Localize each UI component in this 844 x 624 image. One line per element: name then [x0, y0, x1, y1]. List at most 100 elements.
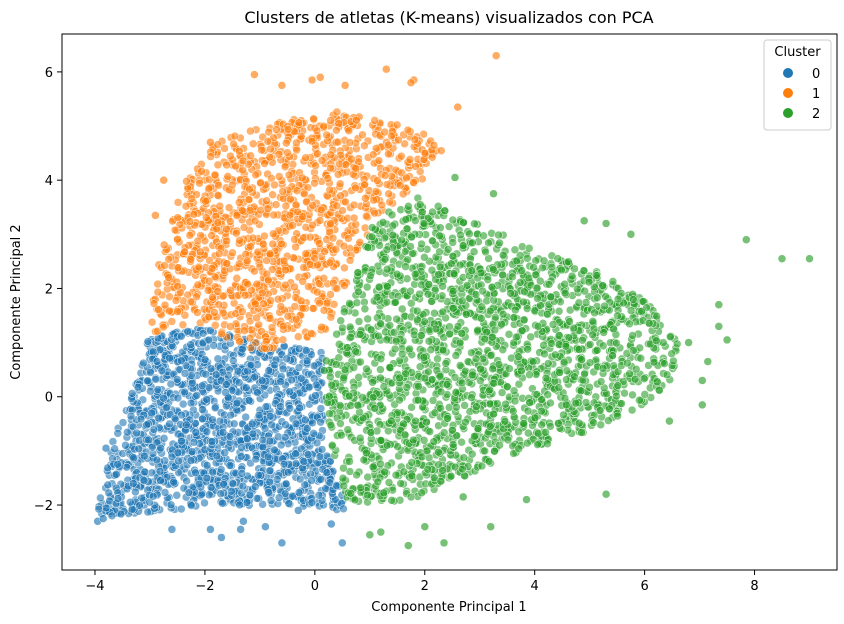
data-point: [316, 404, 326, 413]
data-point: [443, 245, 453, 254]
data-point: [215, 416, 225, 426]
data-point: [559, 410, 568, 420]
data-point: [292, 186, 302, 195]
data-point: [382, 245, 392, 254]
data-point: [200, 355, 210, 364]
data-point: [581, 398, 591, 407]
data-point: [382, 64, 391, 74]
data-point: [197, 167, 206, 176]
data-point: [406, 492, 416, 502]
data-point: [192, 391, 201, 400]
data-point: [546, 292, 556, 302]
data-point: [428, 396, 438, 405]
data-point: [177, 436, 186, 446]
data-point: [251, 454, 261, 464]
data-point: [148, 347, 158, 357]
data-point: [200, 498, 209, 508]
data-point: [180, 369, 190, 378]
data-point: [191, 428, 201, 437]
data-point: [703, 357, 713, 366]
data-point: [644, 318, 654, 328]
data-point: [592, 293, 602, 303]
data-point: [335, 340, 344, 349]
data-point: [187, 378, 197, 388]
data-point: [401, 262, 410, 271]
data-point: [473, 325, 482, 335]
data-point: [166, 500, 176, 510]
data-point: [129, 453, 138, 463]
data-point: [282, 138, 291, 148]
data-point: [480, 334, 490, 344]
data-point: [323, 174, 333, 183]
data-point: [278, 335, 288, 345]
data-point: [238, 344, 247, 354]
data-point: [201, 196, 210, 206]
data-point: [384, 478, 394, 487]
data-point: [459, 241, 468, 250]
data-point: [169, 477, 178, 487]
data-point: [360, 180, 369, 190]
data-point: [94, 504, 104, 514]
data-point: [326, 163, 335, 173]
data-point: [248, 139, 258, 149]
data-point: [250, 70, 259, 79]
data-point: [665, 416, 674, 426]
data-point: [165, 353, 174, 363]
data-point: [613, 381, 623, 390]
data-point: [183, 184, 193, 193]
data-point: [224, 203, 234, 212]
data-point: [239, 517, 248, 526]
data-point: [363, 243, 373, 252]
data-point: [311, 391, 320, 400]
data-point: [340, 263, 349, 273]
data-point: [154, 413, 163, 423]
data-point: [356, 357, 365, 367]
data-point: [257, 376, 267, 385]
data-point: [470, 432, 479, 441]
data-point: [202, 427, 212, 436]
data-point: [307, 75, 317, 85]
data-point: [626, 230, 636, 239]
data-point: [363, 490, 372, 500]
data-point: [376, 459, 385, 469]
data-point: [368, 150, 378, 159]
data-point: [382, 335, 392, 345]
data-point: [297, 374, 306, 383]
data-point: [235, 198, 244, 207]
data-point: [352, 298, 362, 307]
data-point: [327, 440, 337, 450]
data-point: [438, 466, 447, 475]
data-point: [213, 191, 223, 200]
data-point: [495, 238, 504, 248]
data-point: [267, 323, 277, 332]
data-point: [385, 321, 395, 330]
data-point: [524, 244, 534, 253]
data-point: [384, 426, 393, 436]
data-point: [251, 482, 260, 491]
data-point: [533, 294, 542, 303]
data-point: [211, 370, 221, 379]
data-point: [450, 373, 460, 382]
data-point: [224, 393, 233, 403]
data-point: [268, 239, 278, 249]
data-point: [139, 358, 148, 368]
data-point: [413, 395, 423, 405]
data-point: [417, 239, 426, 249]
data-point: [160, 261, 169, 270]
data-point: [127, 389, 137, 398]
data-point: [216, 465, 226, 474]
data-point: [372, 292, 382, 302]
data-point: [424, 336, 434, 346]
data-point: [235, 500, 244, 510]
data-point: [193, 280, 203, 290]
data-point: [283, 148, 292, 157]
data-point: [370, 116, 379, 125]
data-point: [133, 382, 143, 392]
data-point: [396, 479, 405, 488]
data-point: [123, 427, 132, 437]
data-point: [269, 229, 278, 239]
data-point: [250, 372, 259, 382]
data-point: [189, 438, 199, 447]
data-point: [243, 279, 252, 289]
data-point: [429, 140, 439, 150]
